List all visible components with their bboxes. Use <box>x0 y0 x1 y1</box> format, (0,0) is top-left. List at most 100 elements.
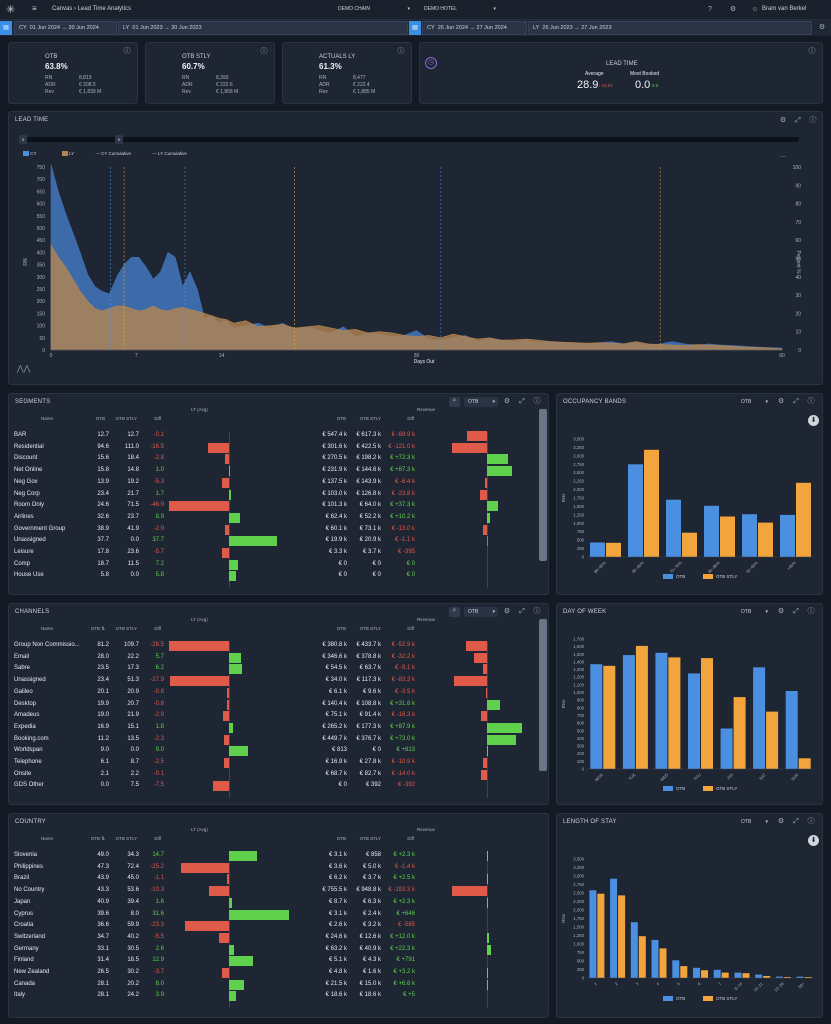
otb-bar[interactable] <box>780 514 795 557</box>
table-row[interactable]: BAR 12.7 12.7 -0.1 € 547.4 k € 617.3 k € -69.9… <box>9 430 539 442</box>
help-icon[interactable]: ⓘ <box>807 608 815 615</box>
column-header[interactable]: OTB STLY <box>359 626 381 631</box>
otb-bar[interactable] <box>628 464 643 557</box>
metric-select[interactable]: OTB ▾ <box>741 819 768 825</box>
chart-legend[interactable]: OTB OTB STLY <box>663 786 737 791</box>
table-row[interactable]: Canada 28.1 20.2 8.0 € 21.5 k € 15.0 k € +6.6 … <box>9 979 539 991</box>
table-row[interactable]: House Use 5.8 0.0 5.8 € 0 € 0 € 0 <box>9 570 539 582</box>
gear-icon[interactable]: ⚙ <box>503 398 511 405</box>
stly-bar[interactable] <box>603 665 616 769</box>
column-header[interactable]: OTB STLY <box>115 626 137 631</box>
help-icon[interactable]: ⓘ <box>123 48 131 55</box>
column-header[interactable]: OTB <box>95 416 105 421</box>
otb-bar[interactable] <box>785 691 798 769</box>
stly-bar[interactable] <box>763 976 771 978</box>
table-row[interactable]: Croatia 36.6 59.9 -23.3 € 2.6 k € 3.2 k € -585 <box>9 920 539 932</box>
download-icon[interactable]: ⬇ <box>808 835 819 846</box>
column-header[interactable]: OTB ⇅ <box>90 626 105 631</box>
otb-bar[interactable] <box>720 728 733 770</box>
stly-bar[interactable] <box>798 758 811 769</box>
calendar-icon[interactable]: ▤ <box>0 21 12 35</box>
column-header[interactable]: LT (Avg) <box>191 617 208 622</box>
user-icon[interactable]: ☺ <box>751 6 759 13</box>
otb-bar[interactable] <box>734 972 742 978</box>
stly-bar[interactable] <box>597 893 605 978</box>
legend-cy-cumulative[interactable]: --- CY Cumulative <box>95 151 132 156</box>
table-row[interactable]: Desktop 19.9 20.7 -0.8 € 140.4 k € 108.8 k € +… <box>9 699 539 711</box>
table-row[interactable]: Leisure 17.8 23.6 -5.7 € 3.3 k € 3.7 k € -395 <box>9 547 539 559</box>
otb-bar[interactable] <box>672 960 680 978</box>
stly-bar[interactable] <box>766 711 779 769</box>
table-row[interactable]: Room Only 24.6 71.5 -46.9 € 101.3 k € 64.0 k €… <box>9 500 539 512</box>
otb-bar[interactable] <box>590 664 603 769</box>
table-row[interactable]: Comp 18.7 11.5 7.2 € 0 € 0 € 0 <box>9 559 539 571</box>
table-row[interactable]: GDS Other 0.0 7.5 -7.5 € 0 € 392 € -392 <box>9 780 539 792</box>
expand-icon[interactable]: ⤢ <box>793 608 799 615</box>
table-row[interactable]: Philippines 47.3 72.4 -25.2 € 3.6 k € 5.0 k € … <box>9 862 539 874</box>
column-header[interactable]: Name <box>41 836 54 841</box>
calendar-compare-icon[interactable]: ▤ <box>409 21 421 35</box>
table-row[interactable]: Telephone 6.1 8.7 -2.5 € 16.9 k € 27.8 k € -10… <box>9 757 539 769</box>
otb-bar[interactable] <box>666 499 681 557</box>
stly-bar[interactable] <box>804 977 812 978</box>
table-row[interactable]: Galileo 20.1 20.9 -0.8 € 6.1 k € 9.6 k € -3.5 … <box>9 687 539 699</box>
ly-compare-range[interactable]: LY 26 Jun 2023 → 27 Jun 2023 <box>528 21 812 35</box>
chart-legend[interactable]: OTB OTB STLY <box>663 574 737 579</box>
hotel-select[interactable]: DEMO HOTEL ▾ <box>424 6 496 12</box>
slider-handle-end[interactable]: 0 <box>115 135 123 144</box>
help-icon[interactable]: ⓘ <box>397 48 405 55</box>
column-header[interactable]: OTB <box>336 416 346 421</box>
cy-date-range[interactable]: CY 01 Jun 2024 → 30 Jun 2024 <box>14 21 117 35</box>
column-header[interactable]: Name <box>41 416 54 421</box>
otb-bar[interactable] <box>775 976 783 978</box>
gear-icon[interactable]: ⚙ <box>777 608 785 615</box>
column-header[interactable]: Name <box>41 626 54 631</box>
stly-bar[interactable] <box>606 542 621 557</box>
stly-bar[interactable] <box>638 936 646 978</box>
column-header[interactable]: Diff <box>154 416 161 421</box>
otb-bar[interactable] <box>755 974 763 978</box>
otb-bar[interactable] <box>688 673 700 769</box>
stly-bar[interactable] <box>644 449 659 557</box>
column-header[interactable]: LT (Avg) <box>191 407 208 412</box>
expand-icon[interactable]: ⤢ <box>793 818 799 825</box>
column-header[interactable]: OTB ⇅ <box>90 836 105 841</box>
table-row[interactable]: No Country 43.3 53.6 -10.3 € 755.5 k € 948.8 … <box>9 885 539 897</box>
download-icon[interactable]: ⬇ <box>808 415 819 426</box>
table-row[interactable]: Net Online 15.8 14.8 1.0 € 231.9 k € 144.6 k €… <box>9 465 539 477</box>
table-row[interactable]: Amadeus 19.0 21.9 -2.9 € 75.1 k € 91.4 k € -16… <box>9 710 539 722</box>
column-header[interactable]: OTB STLY <box>359 416 381 421</box>
stly-bar[interactable] <box>758 522 773 557</box>
otb-bar[interactable] <box>713 969 721 978</box>
expand-icon[interactable]: ⤢ <box>519 398 525 405</box>
legend-ly-cumulative[interactable]: --- LY Cumulative <box>152 151 187 156</box>
column-header[interactable]: OTB <box>336 626 346 631</box>
stly-bar[interactable] <box>701 970 708 978</box>
gear-icon[interactable]: ⚙ <box>777 818 785 825</box>
table-row[interactable]: Japan 40.9 39.4 1.6 € 8.7 k € 6.3 k € +2.3 k <box>9 897 539 909</box>
expand-icon[interactable]: ⤢ <box>793 398 799 405</box>
table-row[interactable]: Germany 33.1 30.5 2.6 € 63.2 k € 40.9 k € +22.… <box>9 944 539 956</box>
metric-select[interactable]: OTB ▾ <box>464 607 498 617</box>
table-row[interactable]: Booking.com 11.2 13.5 -2.3 € 449.7 k € 376.7 … <box>9 734 539 746</box>
table-row[interactable]: New Zealand 26.5 30.2 -3.7 € 4.8 k € 1.6 k € +… <box>9 967 539 979</box>
otb-bar[interactable] <box>693 967 700 978</box>
help-icon[interactable]: ? <box>708 6 712 13</box>
stly-bar[interactable] <box>635 645 648 769</box>
table-row[interactable]: Onsite 2.1 2.2 -0.1 € 68.7 k € 82.7 k € -14.0 … <box>9 769 539 781</box>
chain-select[interactable]: DEMO CHAIN ▾ <box>338 6 410 12</box>
legend-ly[interactable]: LY <box>61 151 74 157</box>
stly-bar[interactable] <box>721 972 729 978</box>
otb-bar[interactable] <box>630 922 638 978</box>
column-header[interactable]: Diff <box>154 626 161 631</box>
more-icon[interactable]: … <box>779 152 787 159</box>
otb-bar[interactable] <box>622 655 635 769</box>
breadcrumb-root[interactable]: Canvas <box>52 6 73 12</box>
cy-compare-range[interactable]: CY 26 Jun 2024 → 27 Jun 2024 <box>422 21 527 35</box>
stly-bar[interactable] <box>668 657 681 769</box>
legend-cy[interactable]: CY <box>23 151 36 157</box>
column-header[interactable]: Diff <box>407 416 414 421</box>
settings-icon[interactable]: ⚙ <box>818 24 826 31</box>
help-icon[interactable]: ⓘ <box>807 818 815 825</box>
metric-select[interactable]: OTB ▾ <box>741 399 768 405</box>
